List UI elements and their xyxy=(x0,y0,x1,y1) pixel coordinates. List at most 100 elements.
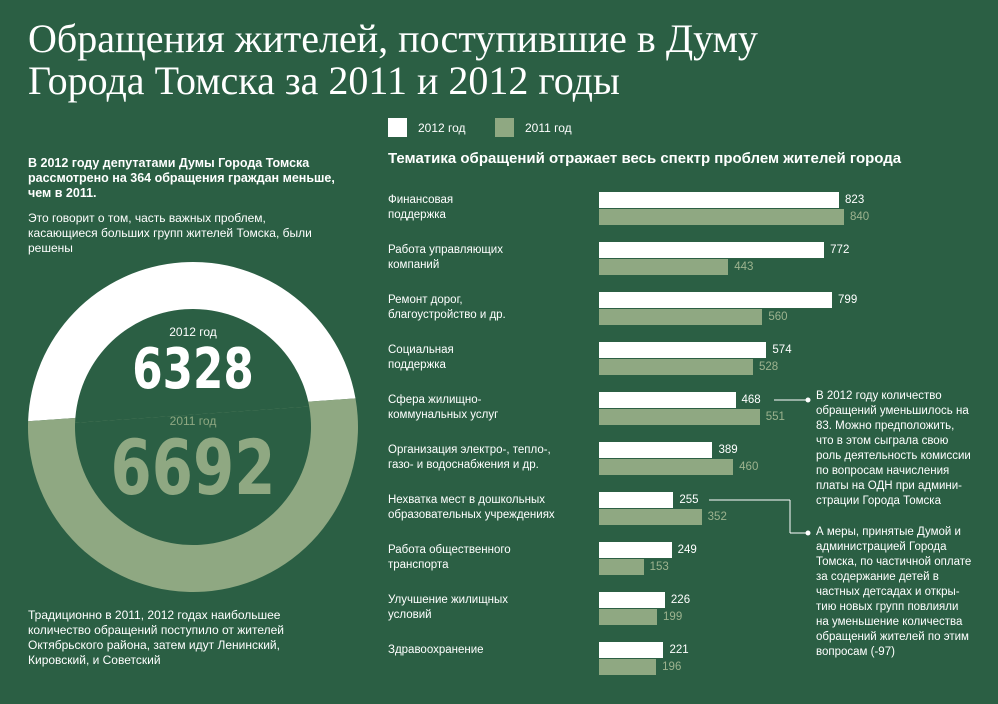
donut-svg xyxy=(28,262,358,593)
note-kindergarten: А меры, принятые Думой и администрацией … xyxy=(816,525,986,660)
data-label-2011: 551 xyxy=(765,411,785,423)
category-label-line: поддержка xyxy=(388,209,446,221)
data-label-2012: 772 xyxy=(830,244,850,256)
data-label-2011: 443 xyxy=(734,261,754,273)
note-housing-line: обращений уменьшилось на xyxy=(816,405,969,417)
legend-swatch-2011 xyxy=(495,118,514,137)
data-label-2012: 574 xyxy=(772,344,792,356)
donut-inner-2012 xyxy=(75,309,310,423)
bar-2011 xyxy=(599,209,844,225)
category-label-line: коммунальных услуг xyxy=(388,409,499,421)
bar-2011 xyxy=(599,359,753,375)
category-label-line: Работа общественного xyxy=(388,544,511,556)
data-label-2012: 221 xyxy=(669,644,689,656)
connector-dot-housing xyxy=(805,397,811,403)
legend-swatch-2012 xyxy=(388,118,407,137)
data-label-2011: 840 xyxy=(850,211,870,223)
category-label-line: Сфера жилищно- xyxy=(388,394,482,406)
data-label-2012: 249 xyxy=(677,544,697,556)
bar-2011 xyxy=(599,259,729,275)
bar-2012 xyxy=(599,342,767,358)
note-kindergarten-line: частных детсадах и откры- xyxy=(816,586,960,598)
category-label-line: Работа управляющих xyxy=(388,244,503,256)
category-label: Улучшение жилищных условий xyxy=(388,593,593,623)
category-label-line: образовательных учреждениях xyxy=(388,509,555,521)
bar-2012 xyxy=(599,242,825,258)
data-label-2012: 255 xyxy=(679,494,699,506)
bar-2012 xyxy=(599,492,674,508)
category-label-line: Организация электро-, тепло-, xyxy=(388,444,551,456)
bar-2011 xyxy=(599,559,644,575)
category-label: Финансовая поддержка xyxy=(388,193,593,223)
donut-value-2011: 6692 xyxy=(110,423,276,512)
category-label-line: Финансовая xyxy=(388,194,454,206)
data-label-2011: 560 xyxy=(768,311,788,323)
note-kindergarten-line: А меры, принятые Думой и xyxy=(816,526,961,538)
category-label-line: Социальная xyxy=(388,344,454,356)
data-label-2012: 389 xyxy=(718,444,738,456)
category-label: Организация электро-, тепло-, газо- и вод… xyxy=(388,443,593,473)
category-label: Работа общественного транспорта xyxy=(388,543,593,573)
bar-2012 xyxy=(599,592,665,608)
note-housing-line: В 2012 году количество xyxy=(816,390,942,402)
note-housing-line: по вопросам начисления xyxy=(816,465,950,477)
category-label: Работа управляющих компаний xyxy=(388,243,593,273)
donut-inner-2011 xyxy=(75,406,312,546)
category-label-line: Здравоохранение xyxy=(388,644,484,656)
connector-dot-kindergarten xyxy=(805,530,811,536)
note-housing-line: что в этом сыграла свою xyxy=(816,435,949,447)
category-label-line: условий xyxy=(388,609,432,621)
bar-2012 xyxy=(599,392,736,408)
data-label-2011: 196 xyxy=(662,661,682,673)
category-label: Нехватка мест в дошкольных образовательны… xyxy=(388,493,593,523)
donut-chart xyxy=(28,262,358,593)
note-housing-line: 83. Можно предположить, xyxy=(816,420,955,432)
donut-label-2011: 2011 год xyxy=(169,414,217,428)
note-housing: В 2012 году количество обращений уменьши… xyxy=(816,389,986,509)
category-label-line: благоустройство и др. xyxy=(388,309,506,321)
bar-2011 xyxy=(599,509,702,525)
data-label-2012: 799 xyxy=(838,294,858,306)
category-label-line: Нехватка мест в дошкольных xyxy=(388,494,545,506)
note-kindergarten-line: обращений жителей по этим xyxy=(816,631,969,643)
category-label-line: транспорта xyxy=(388,559,449,571)
category-label: Здравоохранение xyxy=(388,643,593,658)
data-label-2011: 199 xyxy=(663,611,683,623)
chart-title: Тематика обращений отражает весь спектр … xyxy=(388,150,902,167)
data-label-2011: 153 xyxy=(649,561,669,573)
note-kindergarten-line: Томска, по частичной оплате xyxy=(816,556,972,568)
note-housing-line: страции Города Томска xyxy=(816,495,941,507)
data-label-2012: 468 xyxy=(741,394,761,406)
data-label-2012: 823 xyxy=(845,194,865,206)
category-label-line: компаний xyxy=(388,259,440,271)
intro-bold-text: В 2012 году депутатами Думы Города Томск… xyxy=(28,156,335,200)
data-label-2011: 460 xyxy=(739,461,759,473)
bar-2011 xyxy=(599,459,734,475)
category-label: Социальная поддержка xyxy=(388,343,593,373)
data-label-2012: 226 xyxy=(670,594,691,606)
category-label-line: поддержка xyxy=(388,359,446,371)
bar-2012 xyxy=(599,642,664,658)
page-title: Обращения жителей, поступившие в Думу Го… xyxy=(28,16,758,103)
data-label-2011: 528 xyxy=(759,361,779,373)
bar-2011 xyxy=(599,659,657,675)
note-kindergarten-line: администрацией Города xyxy=(816,541,947,553)
bar-2011 xyxy=(599,309,763,325)
bar-2011 xyxy=(599,409,760,425)
category-label-line: Ремонт дорог, xyxy=(388,294,463,306)
note-kindergarten-line: тию новых групп повлияли xyxy=(816,601,959,613)
category-label: Сфера жилищно-коммунальных услуг xyxy=(388,393,593,423)
intro-text: Это говорит о том, часть важных проблем,… xyxy=(28,211,312,255)
legend-label-2012: 2012 год xyxy=(418,121,466,135)
bar-2012 xyxy=(599,192,840,208)
donut-value-2012: 6328 xyxy=(132,337,254,402)
legend-label-2011: 2011 год xyxy=(525,121,572,135)
category-label: Ремонт дорог, благоустройство и др. xyxy=(388,293,593,323)
bar-2011 xyxy=(599,609,658,625)
note-kindergarten-line: за содержание детей в xyxy=(816,571,939,583)
bar-2012 xyxy=(599,542,672,558)
note-kindergarten-line: вопросам (-97) xyxy=(816,646,895,658)
footer-text: Традиционно в 2011, 2012 годах наибольше… xyxy=(28,608,284,667)
data-label-2011: 352 xyxy=(707,511,727,523)
